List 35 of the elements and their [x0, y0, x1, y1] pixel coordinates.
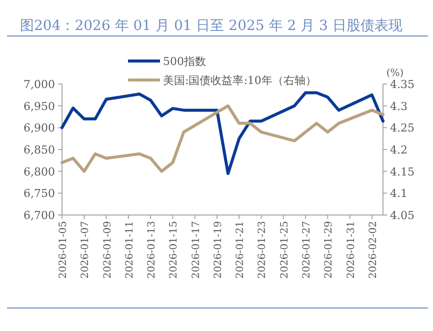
y-tick-label: 6,700: [24, 209, 55, 222]
y-tick-label: 6,800: [24, 165, 55, 178]
x-tick-label: 2026-01-25: [279, 221, 290, 279]
line-series: [60, 91, 384, 176]
y-tick-label: 6,950: [24, 100, 55, 113]
y2-tick-label: 4.25: [390, 122, 414, 135]
x-tick-label: 2026-01-15: [168, 221, 180, 279]
y-tick-label: 6,850: [24, 144, 55, 156]
x-tick-label: 2026-01-11: [124, 221, 136, 279]
y-tick-label: 6,750: [24, 187, 55, 200]
x-tick-label: 2026-01-31: [346, 221, 357, 279]
x-tick-label: 2026-01-13: [146, 221, 158, 279]
y2-tick-label: 4.35: [390, 78, 414, 91]
chart-title: 图204：2026 年 01 月 01 日至 2025 年 2 月 3 日股债表现: [20, 18, 402, 34]
x-tick-label: 2026-01-17: [190, 221, 202, 279]
x-tick-label: 2026-01-29: [324, 221, 335, 279]
y2-tick-label: 4.15: [390, 165, 414, 178]
y2-tick-label: 4.05: [390, 209, 414, 222]
x-tick-label: 2026-01-23: [257, 221, 268, 279]
x-tick-label: 2026-01-21: [235, 221, 246, 279]
x-tick-label: 2026-01-19: [212, 221, 224, 279]
x-tick-label: 2026-01-27: [302, 221, 313, 279]
x-tick-label: 2026-01-09: [102, 221, 114, 279]
legend-label: 美国:国债收益率:10年（右轴）: [163, 74, 316, 87]
x-tick-label: 2026-01-07: [80, 221, 92, 279]
x-tick-label: 2026-01-05: [58, 221, 69, 279]
x-tick-label: 2026-02-02: [368, 221, 379, 279]
y2-tick-label: 4.2: [390, 144, 408, 156]
y2-tick-label: 4.1: [390, 187, 408, 200]
y-tick-label: 7,000: [24, 78, 55, 91]
legend-label: 500指数: [163, 55, 206, 68]
y2-tick-label: 4.3: [390, 100, 408, 113]
line-series: [60, 104, 384, 173]
y-tick-label: 6,900: [24, 122, 55, 135]
y2-axis-title: (%): [386, 68, 404, 79]
